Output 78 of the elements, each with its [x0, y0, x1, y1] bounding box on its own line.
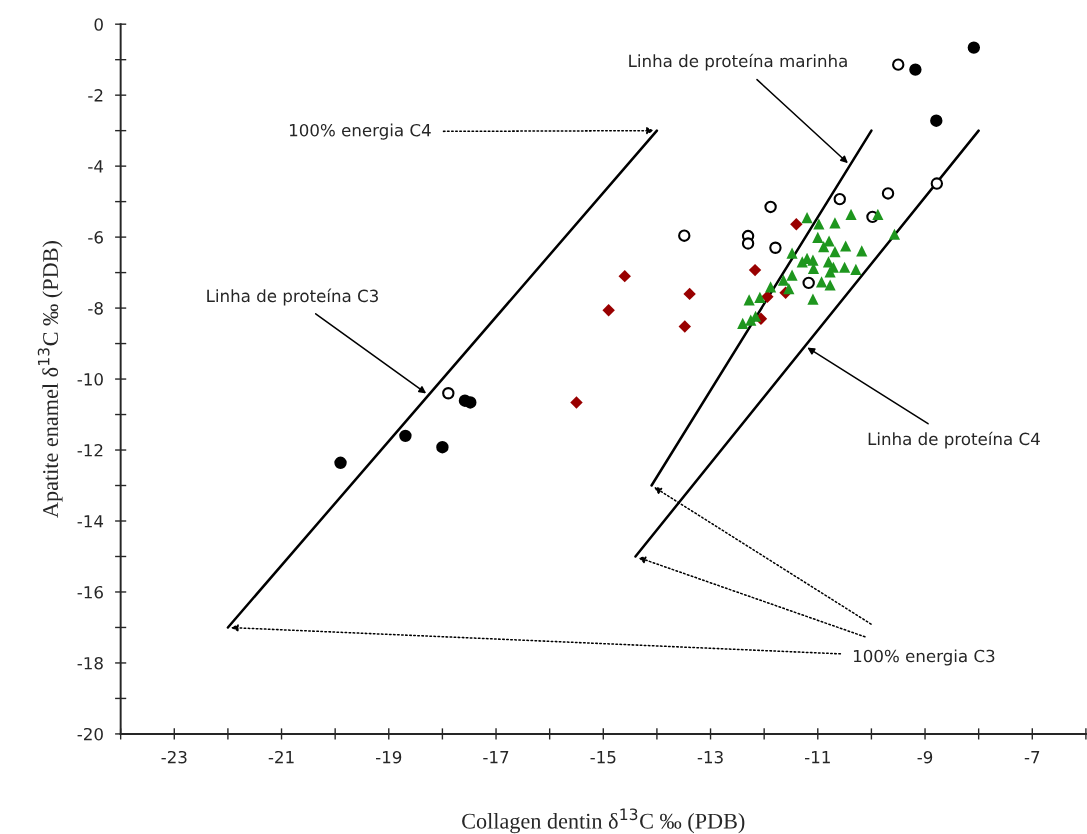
point [892, 58, 905, 71]
point [442, 387, 455, 400]
point [829, 217, 841, 229]
point [754, 291, 766, 304]
point [777, 274, 790, 286]
y-tick-label: -2 [88, 89, 103, 102]
point [833, 192, 846, 206]
point [570, 396, 583, 409]
point [786, 247, 798, 259]
point [436, 441, 449, 454]
y-tick-label: -12 [77, 443, 103, 457]
x-tick-label: -21 [268, 750, 294, 764]
point [796, 256, 808, 268]
point [464, 396, 477, 409]
annotation: 100% energia C3 [853, 649, 995, 666]
point [764, 200, 777, 214]
annotation: 100% energia C4 [289, 123, 431, 140]
point [850, 263, 862, 275]
point [765, 281, 777, 293]
point [743, 294, 755, 306]
x-tick-label: -17 [483, 751, 509, 764]
point [602, 304, 615, 317]
point [872, 208, 884, 220]
point [737, 317, 749, 329]
point [888, 228, 901, 240]
point [618, 269, 631, 283]
point [334, 456, 347, 469]
point [812, 231, 824, 244]
point [802, 276, 815, 290]
x-tick-label: -7 [1024, 751, 1040, 764]
point [790, 218, 803, 231]
y-axis-title: Apatite enamel δ$^{13}$C ‰ (PDB) [37, 241, 63, 518]
annotation: Linha de proteína C4 [868, 431, 1040, 449]
x-tick-label: -9 [917, 750, 933, 764]
x-tick-label: -15 [590, 751, 616, 764]
point [748, 263, 762, 277]
point [881, 187, 895, 200]
point [801, 211, 813, 224]
point [741, 237, 755, 250]
point [840, 240, 852, 252]
annotation: Linha de proteína marinha [629, 53, 847, 71]
point [967, 41, 981, 54]
point [839, 261, 851, 273]
point [930, 177, 944, 190]
x-axis-title: Collagen dentin δ$^{13}$C ‰ (PDB) [462, 808, 745, 834]
point [678, 320, 692, 333]
point [930, 114, 943, 127]
x-tick-label: -19 [375, 750, 402, 764]
point [813, 218, 825, 230]
point [769, 241, 782, 254]
y-tick-label: -4 [88, 160, 104, 173]
annotation: Linha de proteína C3 [207, 288, 378, 306]
point [786, 269, 798, 281]
point [783, 282, 795, 295]
point [678, 229, 691, 242]
point [856, 245, 868, 257]
x-tick-label: -23 [161, 750, 187, 764]
point [815, 276, 828, 288]
point [824, 279, 836, 291]
y-tick-label: -6 [88, 231, 103, 244]
x-tick-label: -13 [697, 750, 723, 764]
y-tick-label: -8 [88, 302, 103, 315]
point [807, 293, 819, 305]
y-tick-label: 0 [94, 18, 103, 31]
point [399, 429, 412, 443]
x-tick-label: -11 [804, 751, 830, 764]
point [818, 241, 830, 253]
y-tick-label: -20 [77, 727, 103, 741]
point [683, 287, 696, 301]
point [745, 314, 757, 326]
y-tick-label: -18 [77, 656, 103, 670]
point [909, 63, 922, 76]
y-tick-label: -10 [77, 373, 103, 386]
point [829, 246, 841, 258]
point [807, 254, 819, 266]
y-tick-label: -14 [77, 515, 104, 528]
y-tick-label: -16 [77, 585, 103, 599]
point [845, 208, 857, 220]
